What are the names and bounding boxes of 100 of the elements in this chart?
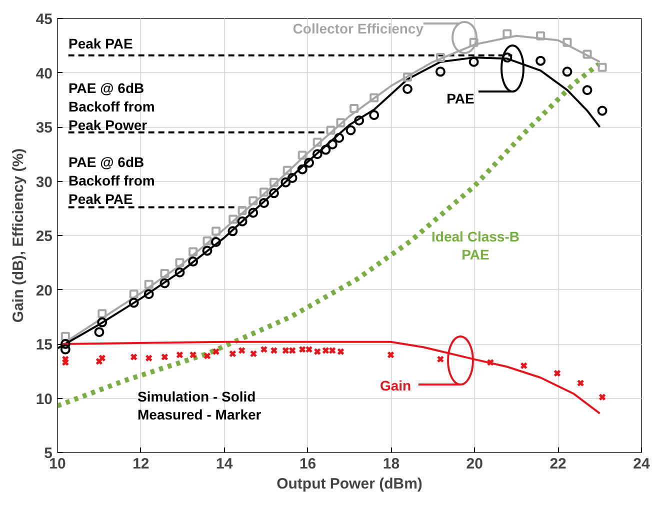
point (258, 198, 269, 208)
point (228, 350, 236, 358)
point (248, 208, 258, 218)
point (326, 126, 336, 135)
point (144, 289, 154, 300)
point (402, 84, 412, 94)
y-tick-label: 10 (36, 390, 53, 408)
y-tick-label: 40 (36, 65, 53, 82)
point (350, 104, 359, 114)
point (62, 355, 70, 363)
point (202, 236, 212, 246)
point (354, 116, 364, 126)
x-tick-label: 20 (466, 456, 483, 472)
point (238, 346, 246, 354)
y-tick-label: 20 (36, 282, 53, 300)
annotation: Collector Efficiency (292, 20, 424, 36)
point (502, 52, 512, 63)
point (211, 237, 222, 247)
point (327, 139, 338, 150)
point (346, 125, 356, 136)
point (320, 144, 331, 155)
point (128, 298, 139, 308)
point (436, 53, 445, 62)
point (469, 38, 478, 47)
point (486, 358, 494, 366)
point (188, 256, 198, 267)
point (212, 226, 221, 236)
annotation: Simulation - Solid Measured - Marker (138, 388, 262, 423)
annotation: PAE (446, 90, 474, 106)
point (369, 110, 380, 120)
point (297, 164, 308, 174)
point (536, 56, 546, 66)
point (175, 258, 184, 268)
point (144, 280, 154, 289)
annotation: Gain (380, 378, 412, 394)
point (304, 158, 314, 168)
point (212, 348, 220, 356)
x-tick-label: 12 (132, 456, 150, 472)
point (312, 138, 322, 147)
point (334, 132, 344, 143)
point (280, 177, 291, 188)
point (287, 173, 298, 183)
point (312, 149, 322, 160)
point (536, 31, 546, 40)
point (554, 370, 561, 378)
point (237, 216, 248, 226)
point (598, 62, 607, 72)
x-tick-label: 22 (550, 456, 566, 472)
point (269, 178, 278, 187)
point (598, 393, 606, 401)
point (576, 379, 584, 387)
point (98, 354, 106, 362)
point (160, 353, 168, 361)
y-tick-label: 30 (36, 174, 53, 191)
point (145, 354, 153, 362)
point (562, 66, 572, 77)
x-tick-label: 14 (216, 456, 234, 472)
point (597, 106, 608, 116)
point (228, 226, 238, 236)
point (387, 351, 395, 359)
point (298, 150, 307, 160)
annotation: Ideal Class-B PAE (432, 228, 520, 263)
point (228, 214, 238, 224)
point (202, 246, 212, 256)
point (97, 317, 108, 328)
point (250, 350, 258, 358)
point (435, 66, 446, 77)
point (95, 358, 103, 366)
point (60, 332, 70, 341)
point (502, 29, 512, 38)
point (176, 351, 184, 359)
point (130, 353, 138, 361)
point (336, 118, 346, 128)
point (129, 290, 138, 299)
point (582, 85, 592, 96)
point (174, 267, 185, 278)
point (268, 188, 279, 198)
point (436, 355, 444, 363)
point (562, 38, 572, 47)
point (282, 166, 292, 175)
y-tick-label: 45 (36, 11, 53, 28)
x-axis-title: Output Power (dBm) (276, 476, 422, 492)
point (188, 247, 198, 256)
annotation: Peak PAE (68, 36, 133, 52)
point (402, 72, 412, 82)
y-tick-label: 15 (36, 336, 53, 354)
point (259, 188, 268, 197)
x-tick-label: 18 (382, 456, 400, 472)
annotation: PAE @ 6dB Backoff from Peak Power (68, 80, 155, 133)
point (160, 278, 170, 288)
point (204, 352, 211, 360)
point (468, 56, 479, 67)
y-tick-label: 35 (36, 120, 53, 136)
point (189, 351, 197, 359)
point (370, 93, 379, 102)
annotation: PAE @ 6dB Backoff from Peak PAE (68, 154, 155, 207)
point (260, 346, 268, 354)
point (270, 346, 278, 354)
point (248, 196, 258, 206)
y-tick-label: 25 (36, 228, 53, 245)
